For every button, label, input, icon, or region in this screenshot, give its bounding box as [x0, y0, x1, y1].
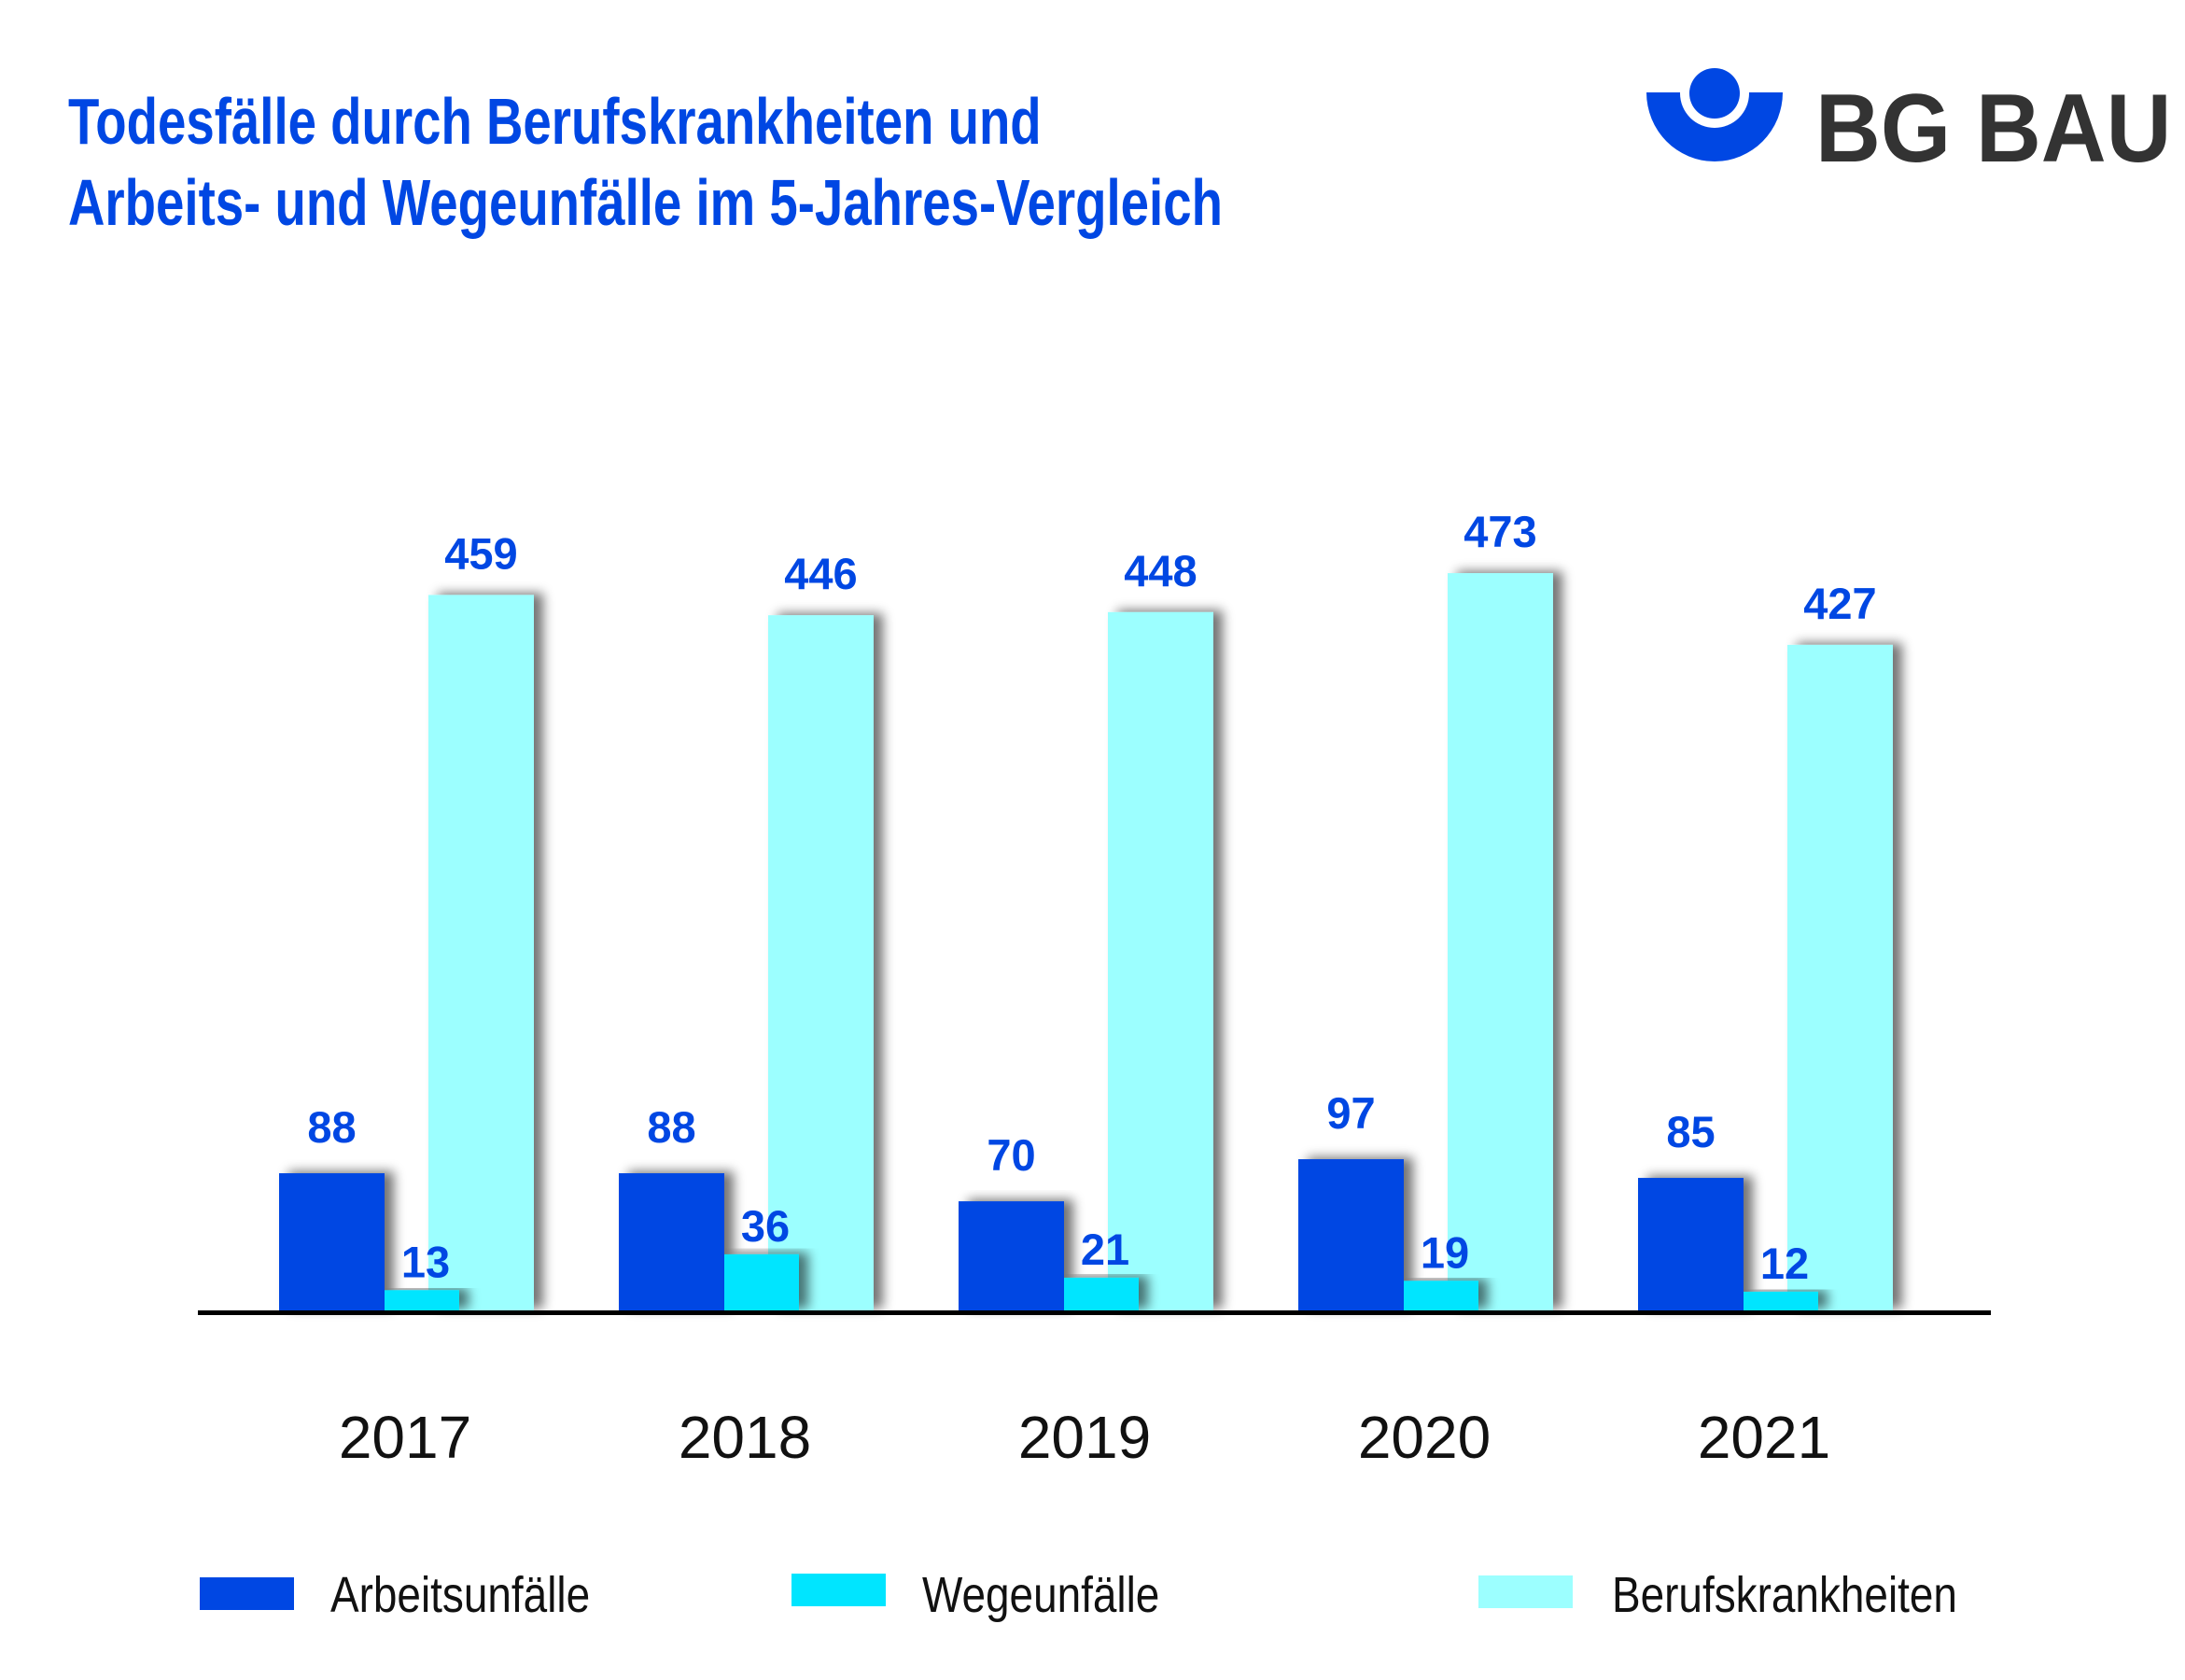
data-label-arbeitsunfaelle-2021: 85	[1666, 1107, 1715, 1156]
data-label-arbeitsunfaelle-2019: 70	[987, 1130, 1035, 1180]
legend-swatch-wegeunfaelle	[791, 1574, 886, 1606]
logo-head	[1689, 68, 1740, 119]
chart-title-line-2: Arbeits- und Wegeunfälle im 5-Jahres-Ver…	[68, 166, 1223, 239]
bar-arbeitsunfaelle-2019	[959, 1201, 1064, 1310]
data-label-wegeunfaelle-2021: 12	[1760, 1239, 1809, 1288]
bar-wegeunfaelle-2019	[1064, 1277, 1139, 1310]
chart-title-line-1: Todesfälle durch Berufskrankheiten und	[68, 85, 1042, 158]
bar-arbeitsunfaelle-2020	[1298, 1159, 1404, 1310]
data-label-arbeitsunfaelle-2017: 88	[307, 1102, 356, 1152]
legend-label-arbeitsunfaelle: Arbeitsunfälle	[330, 1567, 591, 1623]
bg-bau-logo-icon	[1646, 68, 1783, 161]
x-tick-label-2017: 2017	[339, 1404, 471, 1471]
bar-wegeunfaelle-2018	[724, 1253, 799, 1310]
bar-arbeitsunfaelle-2018	[619, 1173, 724, 1310]
logo-bowl	[1646, 92, 1783, 161]
data-label-wegeunfaelle-2020: 19	[1421, 1227, 1469, 1277]
legend-item-arbeitsunfaelle: Arbeitsunfälle	[200, 1567, 760, 1624]
legend-label-wegeunfaelle: Wegeunfälle	[922, 1567, 1160, 1623]
x-tick-label-2020: 2020	[1358, 1404, 1491, 1471]
data-label-berufskrankheiten-2020: 473	[1464, 507, 1536, 556]
bar-berufskrankheiten-2020	[1448, 573, 1553, 1310]
x-tick-label-2018: 2018	[679, 1404, 811, 1471]
bar-wegeunfaelle-2017	[385, 1290, 459, 1310]
bar-arbeitsunfaelle-2021	[1638, 1178, 1744, 1310]
bar-berufskrankheiten-2021	[1787, 644, 1893, 1310]
x-tick-label-2021: 2021	[1698, 1404, 1830, 1471]
legend-label-berufskrankheiten: Berufskrankheiten	[1612, 1567, 1957, 1623]
x-tick-label-2019: 2019	[1018, 1404, 1151, 1471]
data-label-wegeunfaelle-2018: 36	[741, 1201, 790, 1251]
bar-wegeunfaelle-2020	[1404, 1281, 1478, 1310]
legend-item-wegeunfaelle: Wegeunfälle	[791, 1567, 1352, 1624]
legend-item-berufskrankheiten: Berufskrankheiten	[1478, 1567, 2132, 1624]
data-label-wegeunfaelle-2019: 21	[1081, 1225, 1129, 1274]
data-label-berufskrankheiten-2017: 459	[444, 528, 517, 578]
legend-swatch-berufskrankheiten	[1478, 1575, 1573, 1608]
data-label-arbeitsunfaelle-2018: 88	[647, 1102, 695, 1152]
data-label-wegeunfaelle-2017: 13	[401, 1237, 450, 1286]
data-label-arbeitsunfaelle-2020: 97	[1326, 1088, 1375, 1138]
data-label-berufskrankheiten-2018: 446	[784, 549, 857, 598]
data-label-berufskrankheiten-2021: 427	[1803, 579, 1876, 628]
bar-berufskrankheiten-2018	[768, 615, 874, 1310]
x-axis-baseline	[198, 1310, 1991, 1315]
bar-wegeunfaelle-2021	[1744, 1291, 1818, 1310]
legend-swatch-arbeitsunfaelle	[200, 1577, 294, 1610]
bar-arbeitsunfaelle-2017	[279, 1173, 385, 1310]
bar-berufskrankheiten-2019	[1108, 611, 1213, 1310]
data-label-berufskrankheiten-2019: 448	[1124, 546, 1197, 595]
logo-text: BG BAU	[1815, 75, 2172, 183]
bar-berufskrankheiten-2017	[428, 595, 534, 1310]
